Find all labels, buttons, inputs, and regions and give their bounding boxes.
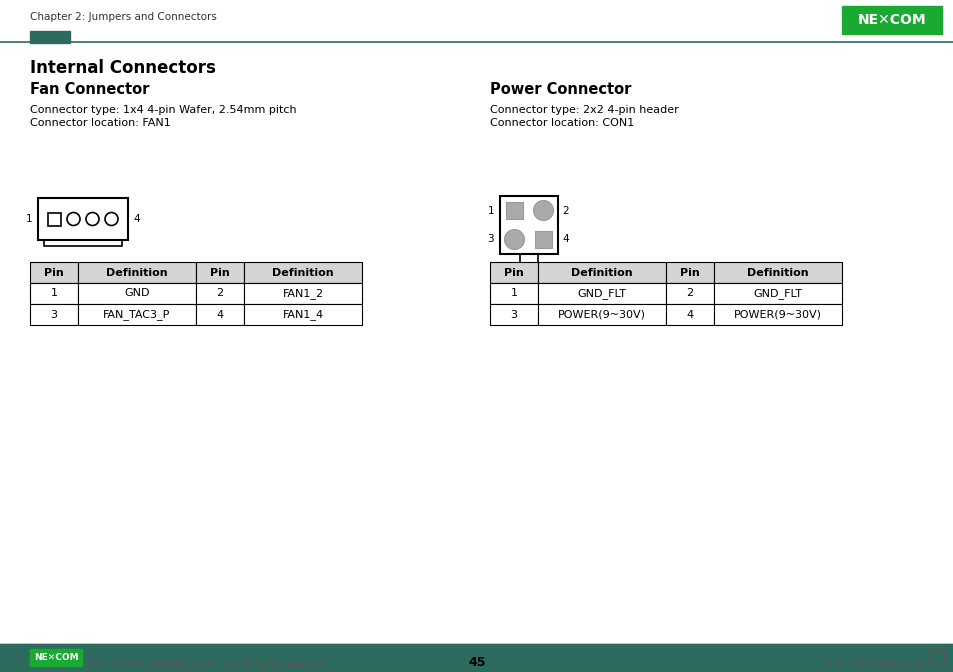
Bar (78, 304, 195, 325)
Bar (244, 304, 361, 325)
Bar (30, 649, 82, 666)
Text: 4: 4 (561, 235, 568, 245)
Text: Power Connector: Power Connector (490, 82, 631, 97)
Bar (713, 304, 841, 325)
Text: 1: 1 (26, 214, 32, 224)
Text: Copyright © 2014 NEXCOM International Co., Ltd. All Rights Reserved.: Copyright © 2014 NEXCOM International Co… (30, 660, 325, 669)
Bar (841, 6, 941, 34)
Bar (537, 304, 665, 325)
Text: GND_FLT: GND_FLT (753, 288, 801, 299)
Bar (519, 254, 537, 264)
Bar (505, 202, 522, 219)
Text: FAN1_2: FAN1_2 (282, 288, 323, 299)
Bar (490, 283, 537, 304)
Text: Pin: Pin (44, 267, 64, 278)
Text: 2: 2 (216, 288, 223, 298)
Bar (665, 283, 713, 304)
Text: 1: 1 (487, 206, 494, 216)
Bar (38, 198, 128, 240)
Bar (195, 304, 244, 325)
Text: Pin: Pin (679, 267, 700, 278)
Bar (490, 262, 537, 283)
Bar (78, 283, 195, 304)
Text: 3: 3 (487, 235, 494, 245)
Text: 3: 3 (510, 310, 517, 319)
Text: GND: GND (124, 288, 150, 298)
Bar (0, 644, 953, 672)
Bar (713, 262, 841, 283)
Bar (244, 283, 361, 304)
Bar (537, 262, 665, 283)
Bar (537, 283, 665, 304)
Text: Connector location: CON1: Connector location: CON1 (490, 118, 634, 128)
Text: FAN_TAC3_P: FAN_TAC3_P (103, 309, 171, 320)
Text: POWER(9~30V): POWER(9~30V) (558, 310, 645, 319)
Text: Chapter 2: Jumpers and Connectors: Chapter 2: Jumpers and Connectors (30, 12, 216, 22)
Text: Connector type: 2x2 4-pin header: Connector type: 2x2 4-pin header (490, 105, 678, 115)
Text: Definition: Definition (571, 267, 632, 278)
Text: 4: 4 (132, 214, 139, 224)
Text: NE✕COM: NE✕COM (33, 653, 78, 662)
Text: 45: 45 (468, 656, 485, 669)
Text: Definition: Definition (746, 267, 808, 278)
Bar (490, 304, 537, 325)
Bar (30, 283, 78, 304)
Bar (195, 283, 244, 304)
Bar (244, 262, 361, 283)
Text: Definition: Definition (272, 267, 334, 278)
Bar (535, 231, 552, 248)
Text: Pin: Pin (210, 267, 230, 278)
Text: 3: 3 (51, 310, 57, 319)
Text: 1: 1 (510, 288, 517, 298)
Text: NE✕COM: NE✕COM (857, 13, 925, 27)
Text: GND_FLT: GND_FLT (577, 288, 626, 299)
Bar (78, 262, 195, 283)
Text: 4: 4 (216, 310, 223, 319)
Text: 4: 4 (686, 310, 693, 319)
Text: NISE 4000 User Manual: NISE 4000 User Manual (825, 660, 923, 669)
Text: Fan Connector: Fan Connector (30, 82, 150, 97)
Text: Connector location: FAN1: Connector location: FAN1 (30, 118, 171, 128)
Bar (48, 212, 61, 226)
Bar (30, 304, 78, 325)
Bar (499, 196, 558, 254)
Bar (665, 304, 713, 325)
Text: 2: 2 (561, 206, 568, 216)
Circle shape (533, 200, 553, 220)
Text: 2: 2 (686, 288, 693, 298)
Text: POWER(9~30V): POWER(9~30V) (733, 310, 821, 319)
Text: FAN1_4: FAN1_4 (282, 309, 323, 320)
Bar (44, 240, 122, 246)
Text: 1: 1 (51, 288, 57, 298)
Bar (929, 650, 943, 664)
Text: Connector type: 1x4 4-pin Wafer, 2.54mm pitch: Connector type: 1x4 4-pin Wafer, 2.54mm … (30, 105, 296, 115)
Bar (665, 262, 713, 283)
Bar (30, 262, 78, 283)
Bar (30, 31, 70, 43)
Bar (195, 262, 244, 283)
Text: Definition: Definition (106, 267, 168, 278)
Text: Pin: Pin (503, 267, 523, 278)
Circle shape (504, 230, 524, 249)
Text: Internal Connectors: Internal Connectors (30, 59, 215, 77)
Bar (713, 283, 841, 304)
